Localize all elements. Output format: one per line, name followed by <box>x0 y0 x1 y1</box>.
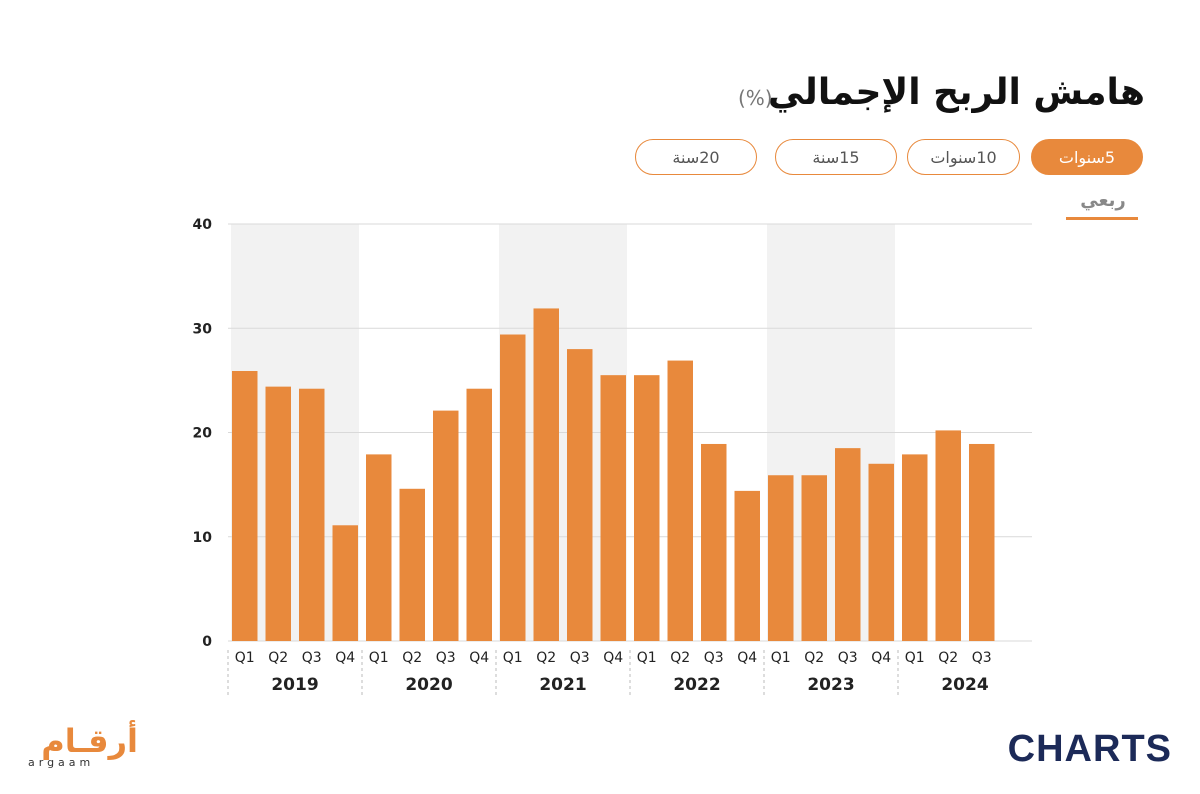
year-label-2023: 2023 <box>807 675 854 695</box>
x-tick-label-2024-Q2: Q2 <box>938 650 958 666</box>
bar-2019-Q2 <box>265 386 291 641</box>
bar-2022-Q3 <box>701 443 727 641</box>
bar-2022-Q1 <box>634 375 660 641</box>
page-title: هامش الربح الإجمالي <box>767 72 1145 113</box>
unit-label: (%) <box>738 86 773 110</box>
range-button-20y[interactable]: 20سنة <box>635 139 757 175</box>
y-tick-label-20: 20 <box>193 426 213 442</box>
x-tick-label-2022-Q1: Q1 <box>637 650 657 666</box>
bar-2023-Q4 <box>868 463 894 641</box>
tab-quarterly-underline <box>1066 217 1138 220</box>
x-tick-label-2021-Q2: Q2 <box>536 650 556 666</box>
x-tick-label-2019-Q4: Q4 <box>335 650 355 666</box>
bar-2023-Q3 <box>835 448 861 641</box>
y-tick-label-10: 10 <box>193 530 213 546</box>
y-tick-label-40: 40 <box>193 217 213 233</box>
bar-2020-Q1 <box>366 454 392 641</box>
x-tick-label-2023-Q1: Q1 <box>771 650 791 666</box>
bar-2023-Q2 <box>801 475 827 641</box>
bar-2020-Q2 <box>399 488 425 641</box>
x-tick-label-2019-Q1: Q1 <box>235 650 255 666</box>
bar-2021-Q2 <box>533 308 559 641</box>
bar-2020-Q4 <box>466 388 492 641</box>
x-tick-label-2024-Q1: Q1 <box>905 650 925 666</box>
x-tick-label-2020-Q4: Q4 <box>469 650 489 666</box>
bar-2024-Q3 <box>969 443 995 641</box>
x-tick-label-2024-Q3: Q3 <box>972 650 992 666</box>
bar-2021-Q4 <box>600 375 626 641</box>
x-tick-label-2023-Q4: Q4 <box>871 650 891 666</box>
bar-2019-Q4 <box>332 525 358 641</box>
year-label-2022: 2022 <box>673 675 720 695</box>
y-tick-label-0: 0 <box>202 634 212 650</box>
x-tick-label-2020-Q2: Q2 <box>402 650 422 666</box>
bar-2023-Q1 <box>768 475 794 641</box>
x-tick-label-2023-Q2: Q2 <box>804 650 824 666</box>
year-label-2020: 2020 <box>405 675 452 695</box>
x-tick-label-2022-Q4: Q4 <box>737 650 757 666</box>
argaam-logo-latin: argaam <box>28 756 95 769</box>
argaam-logo-arabic: أرقـام <box>41 722 138 760</box>
range-button-5y[interactable]: 5سنوات <box>1031 139 1143 175</box>
x-tick-label-2022-Q2: Q2 <box>670 650 690 666</box>
bar-2019-Q1 <box>232 370 258 641</box>
bar-2021-Q1 <box>500 334 526 641</box>
x-tick-label-2020-Q3: Q3 <box>436 650 456 666</box>
x-tick-label-2021-Q3: Q3 <box>570 650 590 666</box>
bar-2020-Q3 <box>433 410 459 641</box>
x-tick-label-2019-Q2: Q2 <box>268 650 288 666</box>
argaam-logo: أرقـام argaam <box>28 724 138 772</box>
year-label-2021: 2021 <box>539 675 586 695</box>
bar-2022-Q2 <box>667 360 693 641</box>
x-tick-label-2019-Q3: Q3 <box>302 650 322 666</box>
bar-2022-Q4 <box>734 490 760 641</box>
charts-logo-text: CHARTS <box>1007 728 1172 770</box>
bar-2019-Q3 <box>299 388 325 641</box>
x-tick-label-2021-Q1: Q1 <box>503 650 523 666</box>
x-tick-label-2022-Q3: Q3 <box>704 650 724 666</box>
range-button-10y[interactable]: 10سنوات <box>907 139 1020 175</box>
bar-2024-Q2 <box>935 430 961 641</box>
x-tick-label-2023-Q3: Q3 <box>838 650 858 666</box>
y-tick-label-30: 30 <box>193 321 213 337</box>
x-tick-label-2021-Q4: Q4 <box>603 650 623 666</box>
bar-2024-Q1 <box>902 454 928 641</box>
tab-quarterly[interactable]: ربعي <box>1080 190 1126 211</box>
year-label-2019: 2019 <box>271 675 318 695</box>
range-button-15y[interactable]: 15سنة <box>775 139 897 175</box>
charts-logo: CHARTS <box>1008 728 1172 771</box>
year-label-2024: 2024 <box>941 675 988 695</box>
x-tick-label-2020-Q1: Q1 <box>369 650 389 666</box>
bar-2021-Q3 <box>567 349 593 641</box>
